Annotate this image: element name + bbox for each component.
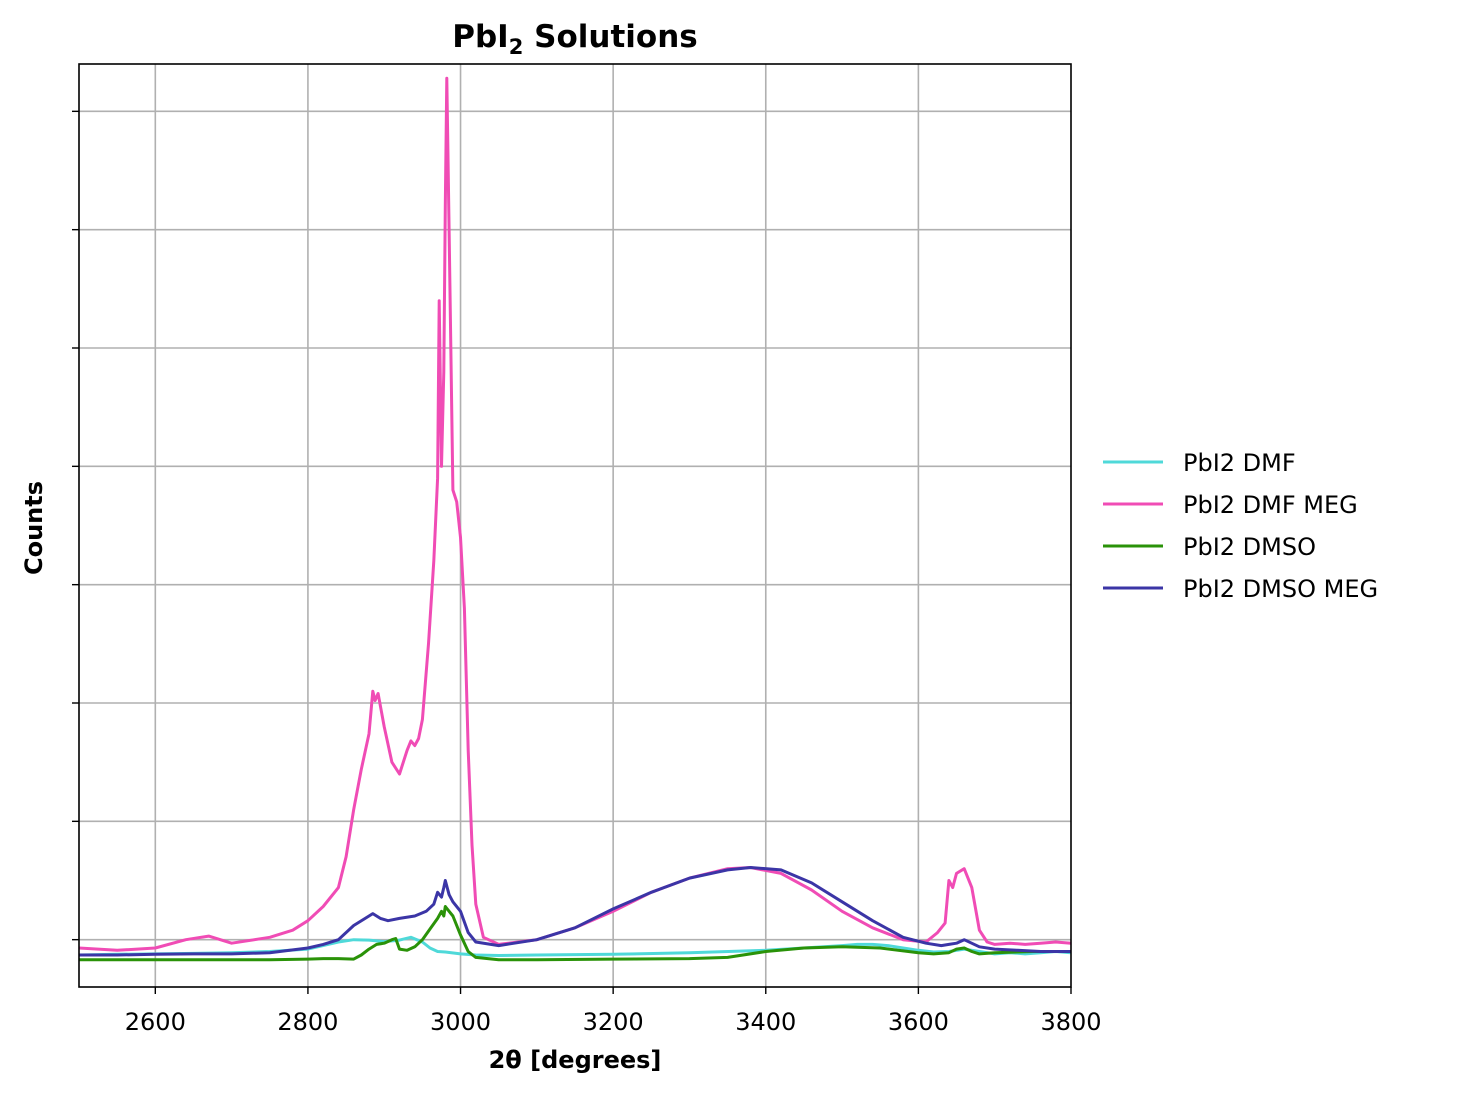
legend-label: PbI2 DMSO [1183, 533, 1316, 561]
x-tick-label: 3000 [430, 1008, 491, 1036]
series-line [79, 866, 1071, 957]
series-layer [78, 76, 1072, 962]
x-tick-label: 3600 [888, 1008, 949, 1036]
chart-title-main: PbI [452, 19, 508, 55]
y-axis-label: Counts [20, 481, 48, 575]
x-tick-label: 3800 [1040, 1008, 1101, 1036]
legend-label: PbI2 DMF [1183, 449, 1296, 477]
legend-label: PbI2 DMF MEG [1183, 491, 1358, 519]
legend: PbI2 DMF PbI2 DMF MEG PbI2 DMSO PbI2 DMSO M… [1103, 449, 1378, 603]
grid [79, 64, 1071, 987]
plot-frame [78, 63, 1072, 988]
x-tick-label: 2600 [125, 1008, 186, 1036]
x-tick-label: 3200 [583, 1008, 644, 1036]
chart-title: PbI2 Solutions [452, 19, 697, 59]
series-line [78, 76, 1072, 952]
x-tick-label: 2800 [277, 1008, 338, 1036]
series-line [79, 905, 1071, 962]
x-axis-label: 2θ [degrees] [489, 1046, 662, 1074]
legend-label: PbI2 DMSO MEG [1183, 575, 1378, 603]
y-axis [72, 110, 79, 941]
x-tick-label: 3400 [735, 1008, 796, 1036]
chart-title-subscript: 2 [509, 35, 524, 59]
x-axis: 2600 2800 3000 3200 3400 3600 3800 [125, 987, 1102, 1036]
chart-title-rest: Solutions [523, 19, 697, 55]
